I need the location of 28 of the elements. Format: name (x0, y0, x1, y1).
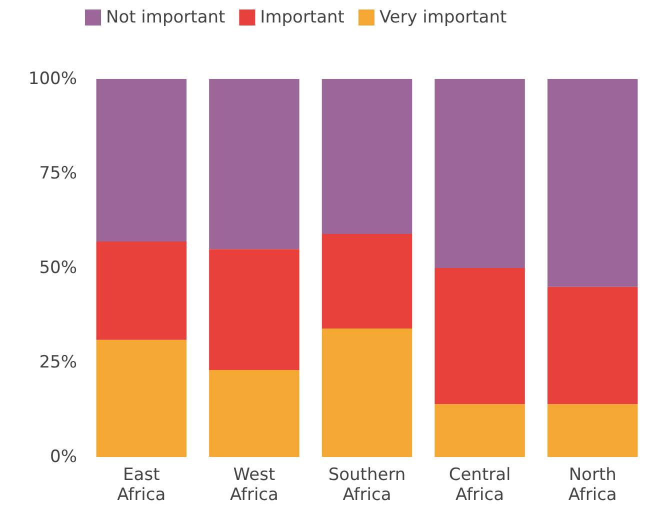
bar (322, 328, 412, 457)
bar (96, 79, 187, 242)
bar (209, 249, 300, 370)
bar (96, 242, 187, 340)
legend-label: Not important (106, 8, 226, 28)
bar (322, 79, 412, 234)
y-tick-label: 0% (50, 447, 77, 467)
bar (96, 340, 187, 457)
bar (434, 79, 525, 268)
x-tick-label: Central Africa (448, 465, 511, 505)
bar (547, 286, 638, 404)
bar (434, 404, 525, 457)
y-tick-label: 25% (39, 352, 77, 372)
x-tick-label: North Africa (568, 465, 617, 505)
legend-label: Important (260, 8, 345, 28)
bar (547, 404, 638, 457)
bar (434, 268, 525, 404)
x-tick-label: West Africa (230, 465, 278, 505)
x-tick-label: Southern Africa (328, 465, 406, 505)
x-tick-label: East Africa (117, 465, 166, 505)
legend-label: Very important (379, 8, 507, 28)
y-tick-label: 75% (39, 164, 77, 184)
bar (209, 370, 300, 457)
y-tick-label: 50% (39, 258, 77, 278)
bar (322, 234, 412, 328)
bar (547, 79, 638, 287)
bar (209, 79, 300, 250)
y-tick-label: 100% (28, 69, 77, 89)
